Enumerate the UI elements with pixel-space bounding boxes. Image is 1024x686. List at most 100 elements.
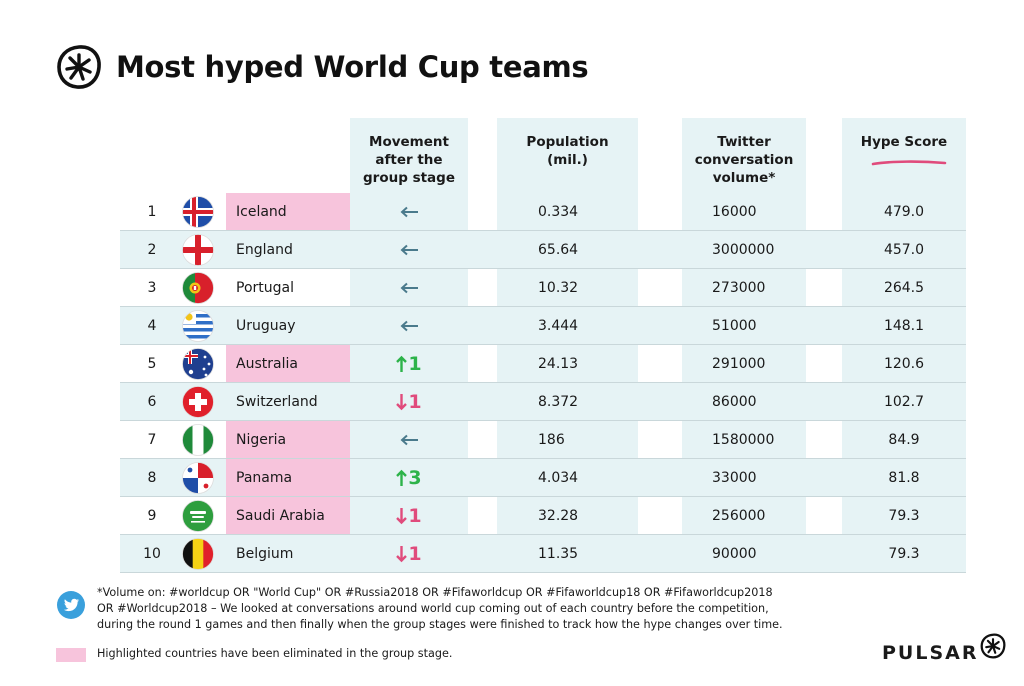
population-cell: 24.13 (538, 356, 579, 372)
country-cell: England (236, 242, 293, 258)
header-movement: Movement after the group stage (350, 133, 468, 187)
table-row: 4 Uruguay 3.444 51000 148.1 (120, 307, 966, 345)
brand-name: PULSAR (882, 642, 979, 664)
rank-cell: 10 (143, 546, 161, 562)
movement-cell (350, 307, 468, 345)
movement-cell: 1 (350, 345, 468, 383)
row-divider (120, 230, 966, 231)
movement-cell: 1 (350, 535, 468, 573)
movement-cell (350, 231, 468, 269)
panama-flag-icon (182, 462, 214, 494)
arrow-up-icon (396, 355, 408, 372)
twitter-volume-cell: 86000 (712, 394, 757, 410)
movement-value: 1 (408, 353, 422, 375)
country-cell: Portugal (236, 280, 294, 296)
hype-score-cell: 264.5 (883, 280, 925, 296)
hype-score-cell: 148.1 (883, 318, 925, 334)
rank-cell: 8 (147, 470, 157, 486)
table-row: 10 Belgium 1 11.35 90000 79.3 (120, 535, 966, 573)
country-cell: Iceland (236, 204, 287, 220)
population-cell: 10.32 (538, 280, 579, 296)
title-area: Most hyped World Cup teams (56, 44, 589, 90)
arrow-left-icon (400, 206, 418, 218)
hype-score-cell: 79.3 (888, 546, 920, 562)
twitter-volume-cell: 33000 (712, 470, 757, 486)
hype-score-cell: 479.0 (883, 204, 925, 220)
row-band (120, 307, 966, 345)
header-twitter: Twitter conversation volume* (682, 133, 806, 187)
arrow-left-icon (400, 282, 418, 294)
population-cell: 8.372 (538, 394, 579, 410)
population-cell: 4.034 (538, 470, 579, 486)
country-cell: Switzerland (236, 394, 318, 410)
movement-cell: 1 (350, 383, 468, 421)
england-flag-icon (182, 234, 214, 266)
movement-value: 3 (408, 467, 422, 489)
twitter-volume-cell: 90000 (712, 546, 757, 562)
hype-score-underline (871, 160, 947, 166)
hype-score-cell: 81.8 (888, 470, 920, 486)
country-cell: Australia (236, 356, 298, 372)
population-cell: 3.444 (538, 318, 579, 334)
saudi-arabia-flag-icon (182, 500, 214, 532)
table-row: 7 Nigeria 186 1580000 84.9 (120, 421, 966, 459)
twitter-volume-cell: 273000 (712, 280, 766, 296)
row-divider (120, 306, 966, 307)
header-hype-score: Hype Score (842, 133, 966, 151)
header-population-line: (mil.) (547, 152, 588, 168)
row-divider (120, 572, 966, 573)
header-movement-line: Movement (369, 134, 449, 150)
hype-score-cell: 79.3 (888, 508, 920, 524)
row-band (120, 383, 966, 421)
iceland-flag-icon (182, 196, 214, 228)
row-divider (120, 382, 966, 383)
arrow-down-icon (396, 394, 408, 411)
arrow-left-icon (400, 244, 418, 256)
country-cell: Saudi Arabia (236, 508, 325, 524)
legend-text: Highlighted countries have been eliminat… (97, 647, 453, 660)
header-twitter-line: conversation (694, 152, 794, 168)
header-twitter-line: volume* (712, 170, 776, 186)
table-row: 3 Portugal 10.32 273000 264.5 (120, 269, 966, 307)
table-row: 8 Panama 3 4.034 33000 81.8 (120, 459, 966, 497)
row-divider (120, 268, 966, 269)
population-cell: 186 (538, 432, 565, 448)
movement-cell (350, 193, 468, 231)
pulsar-brand-icon (981, 633, 1006, 659)
eliminated-legend-swatch (56, 648, 86, 662)
page-title: Most hyped World Cup teams (116, 50, 589, 84)
movement-cell (350, 269, 468, 307)
rank-cell: 6 (147, 394, 157, 410)
table-row: 1 Iceland 0.334 16000 479.0 (120, 193, 966, 231)
header-population-line: Population (526, 134, 609, 150)
rank-cell: 2 (147, 242, 157, 258)
twitter-volume-cell: 3000000 (712, 242, 775, 258)
table-row: 9 Saudi Arabia 1 32.28 256000 79.3 (120, 497, 966, 535)
country-cell-bg (226, 421, 350, 459)
header-hype-line: Hype Score (860, 134, 948, 150)
brand: PULSAR (882, 633, 1006, 664)
country-cell: Panama (236, 470, 293, 486)
twitter-volume-cell: 291000 (712, 356, 766, 372)
rank-cell: 9 (147, 508, 157, 524)
header-movement-line: after the (375, 152, 443, 168)
twitter-icon (57, 591, 85, 619)
country-cell-bg (226, 459, 350, 497)
country-cell-bg (226, 345, 350, 383)
hype-score-cell: 102.7 (883, 394, 925, 410)
hype-score-cell: 120.6 (883, 356, 925, 372)
country-cell: Belgium (236, 546, 294, 562)
nigeria-flag-icon (182, 424, 214, 456)
twitter-volume-cell: 16000 (712, 204, 757, 220)
table-row: 6 Switzerland 1 8.372 86000 102.7 (120, 383, 966, 421)
twitter-volume-cell: 1580000 (712, 432, 775, 448)
uruguay-flag-icon (182, 310, 214, 342)
hype-score-cell: 84.9 (888, 432, 920, 448)
arrow-left-icon (400, 320, 418, 332)
movement-cell: 1 (350, 497, 468, 535)
table-row: 5 Australia 1 24.13 291000 120.6 (120, 345, 966, 383)
header-movement-line: group stage (363, 170, 455, 186)
rank-cell: 1 (147, 204, 157, 220)
belgium-flag-icon (182, 538, 214, 570)
arrow-down-icon (396, 546, 408, 563)
